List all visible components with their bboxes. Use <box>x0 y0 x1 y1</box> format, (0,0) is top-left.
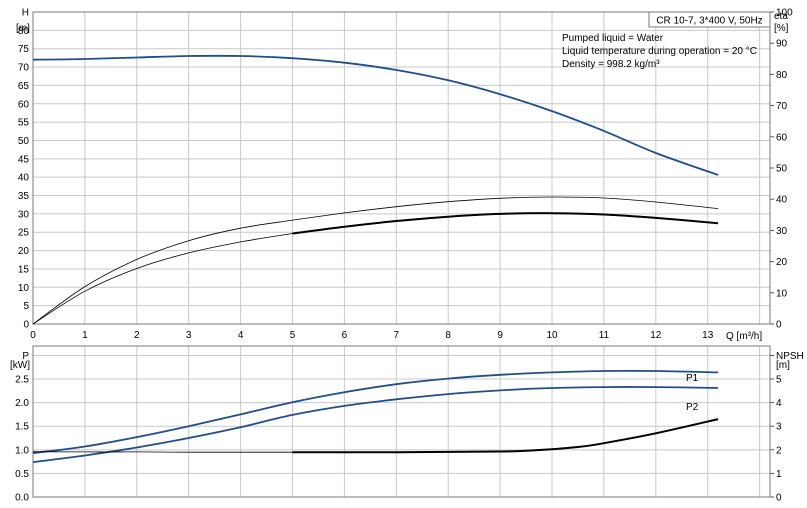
head-efficiency-chart: 05101520253035404550556065707580H0102030… <box>18 8 793 342</box>
y-right-unit-bottom: [m] <box>776 360 790 371</box>
series-line-1-1 <box>32 386 719 463</box>
y-left-tick-label: 0.5 <box>15 469 29 480</box>
pump-title: CR 10-7, 3*400 V, 50Hz <box>656 16 762 27</box>
x-tick-label: 3 <box>186 330 192 341</box>
y-right-tick-label: 90 <box>776 39 788 50</box>
y-right-tick-label: 60 <box>776 132 788 143</box>
info-line-density: Density = 998.2 kg/m³ <box>562 59 660 70</box>
pump-title-box: CR 10-7, 3*400 V, 50Hz <box>648 11 771 28</box>
y-right-tick-label: 100 <box>776 8 793 19</box>
y-right-tick-label: 0 <box>776 493 782 504</box>
y-left-tick-label: 0.0 <box>15 493 29 504</box>
y-left-tick-label: 80 <box>18 26 30 37</box>
y-left-tick-label: 65 <box>18 81 30 92</box>
plot-frame <box>32 345 771 498</box>
power-npsh-chart: 0.0 0.5 1.0 1.5 2.0 2.5 P 0 1 2 3 4 5 NPSH <box>15 345 804 504</box>
y-left-tick-label: 20 <box>18 246 30 257</box>
y-right-tick-label: 0 <box>776 320 782 331</box>
x-tick-label: 6 <box>342 330 348 341</box>
y-right-tick-label: 1 <box>776 469 782 480</box>
liquid-info: Pumped liquid = Water Liquid temperature… <box>562 33 757 70</box>
y-left-tick-label: 30 <box>18 209 30 220</box>
y-left-tick-label: 0 <box>23 320 29 331</box>
y-left-tick-label: 2.5 <box>15 375 29 386</box>
x-tick-label: 5 <box>290 330 296 341</box>
y-right-tick-label: 3 <box>776 422 782 433</box>
y-left-tick-label: 70 <box>18 63 30 74</box>
y-left-tick-label: 25 <box>18 228 30 239</box>
y-left-unit-top: [m] <box>16 23 30 34</box>
series-label-p2: P2 <box>686 402 699 413</box>
series-line-0-3 <box>292 212 719 235</box>
y-left-tick-label: 75 <box>18 44 30 55</box>
series-line-0-0 <box>32 54 719 176</box>
series-line-0-1 <box>32 196 719 325</box>
x-tick-label: 12 <box>650 330 662 341</box>
y-right-tick-label: 4 <box>776 398 782 409</box>
y-right-tick-label: 70 <box>776 101 788 112</box>
y-right-tick-label: 10 <box>776 288 788 299</box>
series-label-p1: P1 <box>686 373 699 384</box>
info-line-liquid: Pumped liquid = Water <box>562 33 664 44</box>
y-left-tick-label: 2.0 <box>15 398 29 409</box>
y-left-tick-label: 1.0 <box>15 445 29 456</box>
y-left-tick-label: 60 <box>18 99 30 110</box>
x-tick-label: 11 <box>599 330 610 341</box>
y-left-tick-label: 5 <box>23 301 29 312</box>
y-left-unit-bottom: [kW] <box>10 360 30 371</box>
x-axis-label: Q [m³/h] <box>726 331 762 342</box>
x-tick-label: 4 <box>238 330 244 341</box>
y-right-tick-label: 2 <box>776 445 782 456</box>
x-tick-label: 8 <box>445 330 451 341</box>
y-left-tick-label: 50 <box>18 136 30 147</box>
y-left-tick-label: 40 <box>18 173 30 184</box>
series-line-1-3 <box>292 418 719 454</box>
y-right-tick-label: 80 <box>776 70 788 81</box>
x-tick-label: 7 <box>394 330 400 341</box>
y-left-tick-label: 55 <box>18 118 30 129</box>
y-right-tick-label: NPSH <box>776 351 804 362</box>
y-right-tick-label: 40 <box>776 195 788 206</box>
y-right-tick-label: 5 <box>776 375 782 386</box>
y-left-tick-label: P <box>22 351 29 362</box>
x-tick-label: 10 <box>546 330 558 341</box>
x-tick-label: 2 <box>134 330 140 341</box>
y-left-tick-label: 15 <box>18 264 30 275</box>
y-right-tick-label: 50 <box>776 164 788 175</box>
y-right-unit-top: [%] <box>774 23 789 34</box>
info-line-temperature: Liquid temperature during operation = 20… <box>562 46 757 57</box>
y-right-tick-label: 20 <box>776 257 788 268</box>
y-right-tick-label: 30 <box>776 226 788 237</box>
y-right-label-top: eta <box>774 11 788 22</box>
plot-frame <box>32 11 771 325</box>
series-line-1-0 <box>32 369 719 454</box>
y-left-tick-label: 10 <box>18 283 30 294</box>
x-tick-label: 13 <box>702 330 714 341</box>
series-line-0-2 <box>32 233 293 325</box>
y-left-tick-label: 1.5 <box>15 422 29 433</box>
y-left-tick-label: 45 <box>18 154 30 165</box>
y-left-tick-label: 35 <box>18 191 30 202</box>
y-left-tick-label: H <box>22 8 29 19</box>
x-tick-label: 9 <box>497 330 503 341</box>
x-tick-label: 0 <box>30 330 36 341</box>
x-tick-label: 1 <box>82 330 88 341</box>
series-line-1-2 <box>32 451 293 453</box>
